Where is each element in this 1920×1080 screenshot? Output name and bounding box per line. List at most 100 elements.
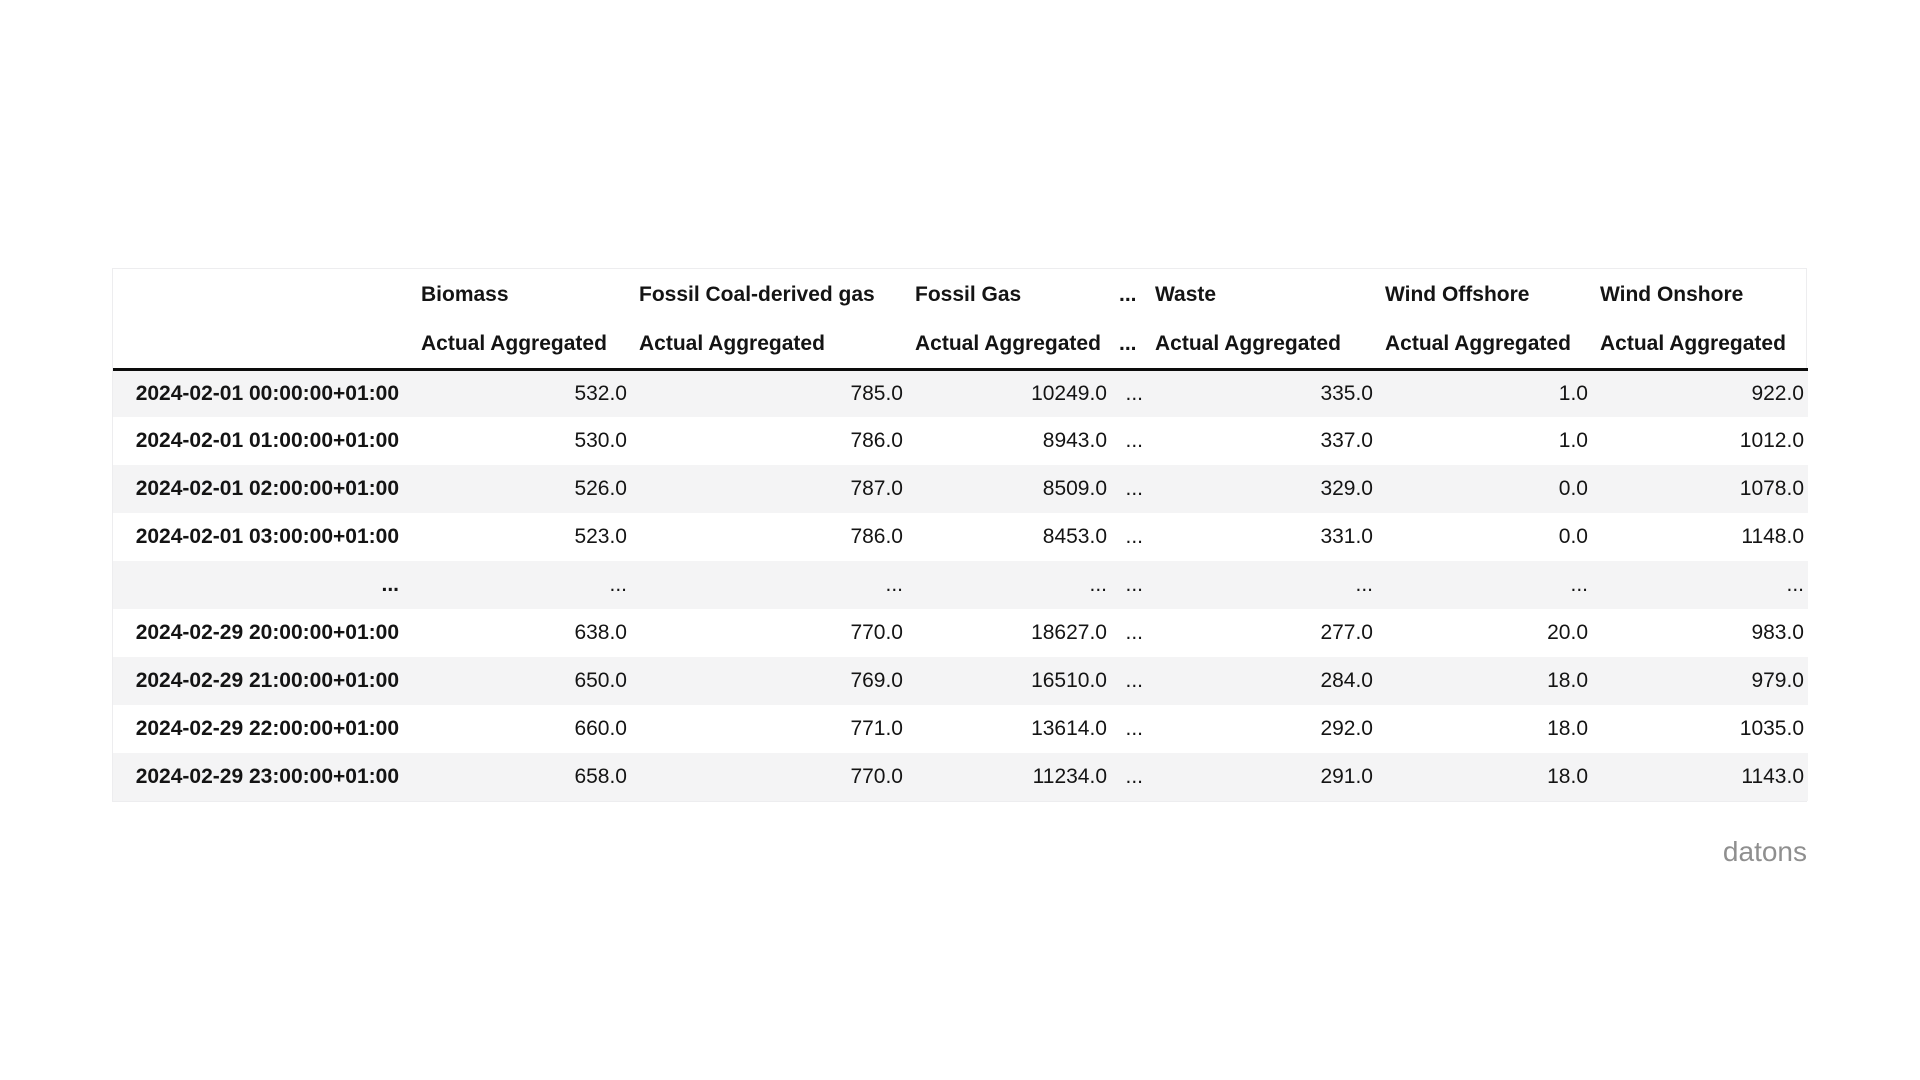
column-subheader: Actual Aggregated [1600, 332, 1786, 356]
value-cell: 787.0 [850, 477, 903, 500]
column-header: Wind Offshore [1385, 283, 1530, 306]
column-subheader: Actual Aggregated [421, 332, 607, 356]
value-cell: 10249.0 [1031, 381, 1107, 405]
value-cell: 786.0 [850, 525, 903, 548]
ellipsis-cell: ... [885, 573, 903, 596]
value-cell: 13614.0 [1031, 717, 1107, 740]
table-row: 2024-02-29 22:00:00+01:00 660.0 771.0 13614… [113, 705, 1808, 753]
value-cell: 16510.0 [1031, 669, 1107, 692]
table-row: 2024-02-01 00:00:00+01:00 532.0 785.0 10249… [113, 369, 1808, 417]
energy-data-table: Biomass Fossil Coal-derived gas Fossil Gas… [113, 269, 1808, 801]
column-header: Wind Onshore [1600, 283, 1744, 306]
index-ellipsis-cell: ... [381, 573, 399, 596]
value-cell: 1035.0 [1739, 717, 1804, 740]
table-row: 2024-02-01 02:00:00+01:00 526.0 787.0 8509.… [113, 465, 1808, 513]
value-cell: 18627.0 [1031, 621, 1107, 644]
column-subheader: Actual Aggregated [915, 332, 1101, 356]
ellipsis-cell: ... [1786, 573, 1804, 596]
value-cell: 771.0 [850, 717, 903, 740]
value-cell: 20.0 [1547, 621, 1588, 644]
value-cell: 0.0 [1558, 525, 1588, 548]
value-cell: 638.0 [574, 621, 627, 644]
ellipsis-cell: ... [1125, 573, 1143, 596]
timestamp-index-cell: 2024-02-01 01:00:00+01:00 [135, 429, 399, 452]
value-cell: 1012.0 [1739, 429, 1804, 452]
ellipsis-cell: ... [1125, 429, 1143, 452]
timestamp-index-cell: 2024-02-01 03:00:00+01:00 [135, 525, 399, 548]
value-cell: 292.0 [1320, 717, 1373, 740]
ellipsis-cell: ... [1125, 525, 1143, 548]
value-cell: 18.0 [1547, 717, 1588, 740]
value-cell: 8453.0 [1042, 525, 1107, 548]
value-cell: 284.0 [1320, 669, 1373, 692]
value-cell: 18.0 [1547, 669, 1588, 692]
ellipsis-cell: ... [1125, 621, 1143, 644]
value-cell: 0.0 [1558, 477, 1588, 500]
column-subheader: Actual Aggregated [1155, 332, 1341, 356]
value-cell: 1148.0 [1741, 525, 1804, 548]
value-cell: 786.0 [850, 429, 903, 452]
value-cell: 18.0 [1547, 765, 1588, 788]
truncated-rows-ellipsis-row: ........................ [113, 561, 1808, 609]
value-cell: 922.0 [1751, 381, 1804, 405]
timestamp-index-cell: 2024-02-01 02:00:00+01:00 [135, 477, 399, 500]
column-subheader: Actual Aggregated [1385, 332, 1571, 356]
value-cell: 650.0 [574, 669, 627, 692]
ellipsis-cell: ... [1125, 717, 1143, 740]
header-row-labels: Biomass Fossil Coal-derived gas Fossil Gas… [113, 269, 1808, 321]
dataframe-table: Biomass Fossil Coal-derived gas Fossil Gas… [112, 268, 1808, 802]
value-cell: 770.0 [850, 765, 903, 788]
value-cell: 530.0 [574, 429, 627, 452]
ellipsis-cell: ... [1125, 477, 1143, 500]
value-cell: 1143.0 [1741, 765, 1804, 788]
header-row-sublabels: Actual Aggregated Actual Aggregated Actual… [113, 321, 1808, 369]
value-cell: 658.0 [574, 765, 627, 788]
ellipsis-cell: ... [1355, 573, 1373, 596]
ellipsis-cell: ... [1570, 573, 1588, 596]
value-cell: 277.0 [1320, 621, 1373, 644]
value-cell: 291.0 [1320, 765, 1373, 788]
timestamp-index-cell: 2024-02-29 22:00:00+01:00 [135, 717, 399, 740]
value-cell: 11234.0 [1032, 765, 1107, 788]
column-header: Fossil Gas [915, 283, 1022, 306]
ellipsis-cell: ... [1125, 765, 1143, 788]
truncated-columns-ellipsis: ... [1119, 332, 1137, 356]
value-cell: 331.0 [1320, 525, 1373, 548]
value-cell: 8509.0 [1042, 477, 1107, 500]
datons-watermark: datons [1722, 836, 1807, 867]
table-header: Biomass Fossil Coal-derived gas Fossil Gas… [113, 269, 1808, 369]
value-cell: 526.0 [574, 477, 627, 500]
index-header-cell [113, 269, 413, 321]
ellipsis-cell: ... [609, 573, 627, 596]
table-row: 2024-02-01 03:00:00+01:00 523.0 786.0 8453.… [113, 513, 1808, 561]
value-cell: 8943.0 [1042, 429, 1107, 452]
value-cell: 1.0 [1558, 429, 1588, 452]
value-cell: 979.0 [1751, 669, 1804, 692]
value-cell: 1.0 [1558, 381, 1588, 405]
table-body: 2024-02-01 00:00:00+01:00 532.0 785.0 10249… [113, 369, 1808, 801]
column-header: Waste [1155, 283, 1217, 306]
column-subheader: Actual Aggregated [639, 332, 825, 356]
value-cell: 329.0 [1320, 477, 1373, 500]
value-cell: 983.0 [1751, 621, 1804, 644]
table-row: 2024-02-29 20:00:00+01:00 638.0 770.0 18627… [113, 609, 1808, 657]
table-row: 2024-02-29 23:00:00+01:00 658.0 770.0 11234… [113, 753, 1808, 801]
timestamp-index-cell: 2024-02-29 23:00:00+01:00 [135, 765, 399, 788]
ellipsis-cell: ... [1089, 573, 1107, 596]
ellipsis-cell: ... [1125, 381, 1143, 405]
index-subheader-cell [113, 321, 413, 369]
value-cell: 523.0 [574, 525, 627, 548]
ellipsis-cell: ... [1125, 669, 1143, 692]
truncated-columns-ellipsis: ... [1119, 283, 1137, 306]
timestamp-index-cell: 2024-02-01 00:00:00+01:00 [135, 381, 399, 405]
value-cell: 769.0 [850, 669, 903, 692]
table-row: 2024-02-01 01:00:00+01:00 530.0 786.0 8943.… [113, 417, 1808, 465]
value-cell: 532.0 [574, 381, 627, 405]
value-cell: 660.0 [574, 717, 627, 740]
table-row: 2024-02-29 21:00:00+01:00 650.0 769.0 16510… [113, 657, 1808, 705]
value-cell: 335.0 [1320, 381, 1373, 405]
column-header: Biomass [421, 283, 509, 306]
column-header: Fossil Coal-derived gas [639, 283, 875, 306]
value-cell: 770.0 [850, 621, 903, 644]
value-cell: 337.0 [1320, 429, 1373, 452]
